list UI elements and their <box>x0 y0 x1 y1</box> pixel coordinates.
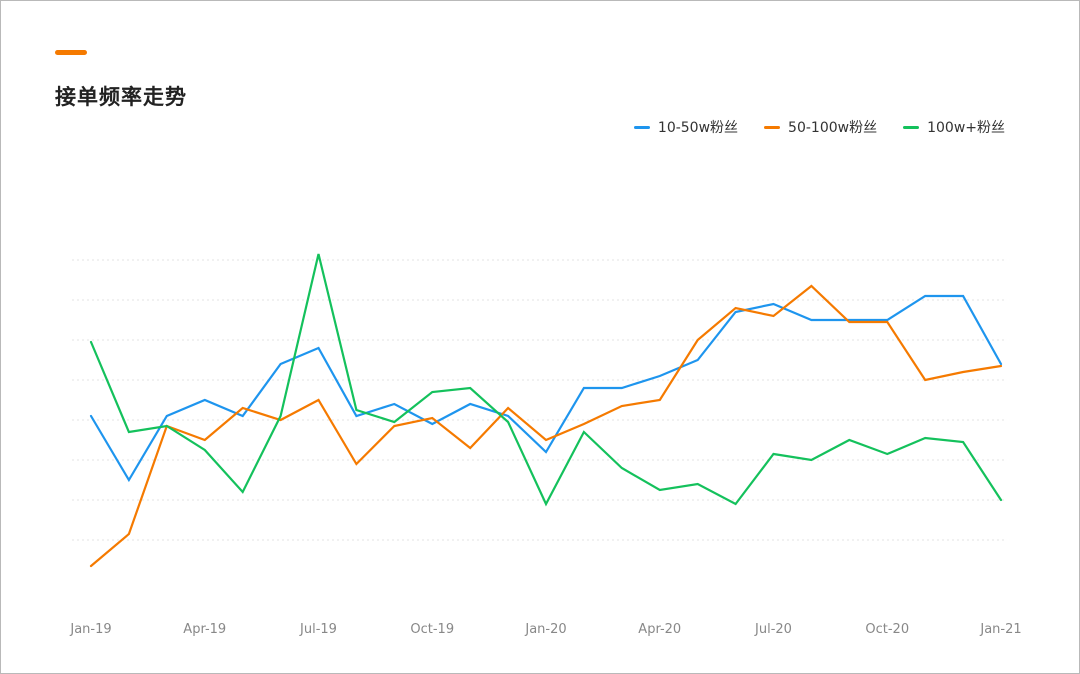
series-line <box>89 284 1003 568</box>
x-tick-label: Jan-21 <box>979 622 1021 637</box>
legend-swatch <box>633 125 650 129</box>
x-axis-tick-labels: Jan-19 Apr-19 Jul-19 Oct-19 Jan-20 Apr-20 Jul-… <box>69 622 1021 637</box>
series-line <box>89 294 1003 483</box>
title-accent-bar <box>55 50 87 55</box>
legend-label: 50-100w粉丝 <box>788 120 878 136</box>
x-tick-label: Oct-19 <box>410 622 454 637</box>
gridlines <box>72 259 1004 541</box>
legend-item: 100w+粉丝 <box>903 117 1005 137</box>
page-title: 接单频率走势 <box>55 85 187 109</box>
legend-swatch <box>764 125 781 129</box>
x-tick-label: Jan-19 <box>69 622 111 637</box>
x-tick-label: Jul-19 <box>299 622 337 637</box>
x-tick-label: Jan-20 <box>524 622 566 637</box>
legend-swatch <box>903 125 920 129</box>
x-tick-label: Oct-20 <box>865 622 909 637</box>
chart-legend: 10-50w粉丝 50-100w粉丝 100w+粉丝 <box>608 117 1005 137</box>
legend-item: 10-50w粉丝 <box>633 117 739 137</box>
x-tick-label: Jul-20 <box>754 622 792 637</box>
legend-label: 10-50w粉丝 <box>657 120 739 136</box>
series-line <box>89 253 1003 507</box>
legend-item: 50-100w粉丝 <box>764 117 877 137</box>
legend-label: 100w+粉丝 <box>927 120 1005 136</box>
x-tick-label: Apr-19 <box>183 622 226 637</box>
x-tick-label: Apr-20 <box>638 622 681 637</box>
